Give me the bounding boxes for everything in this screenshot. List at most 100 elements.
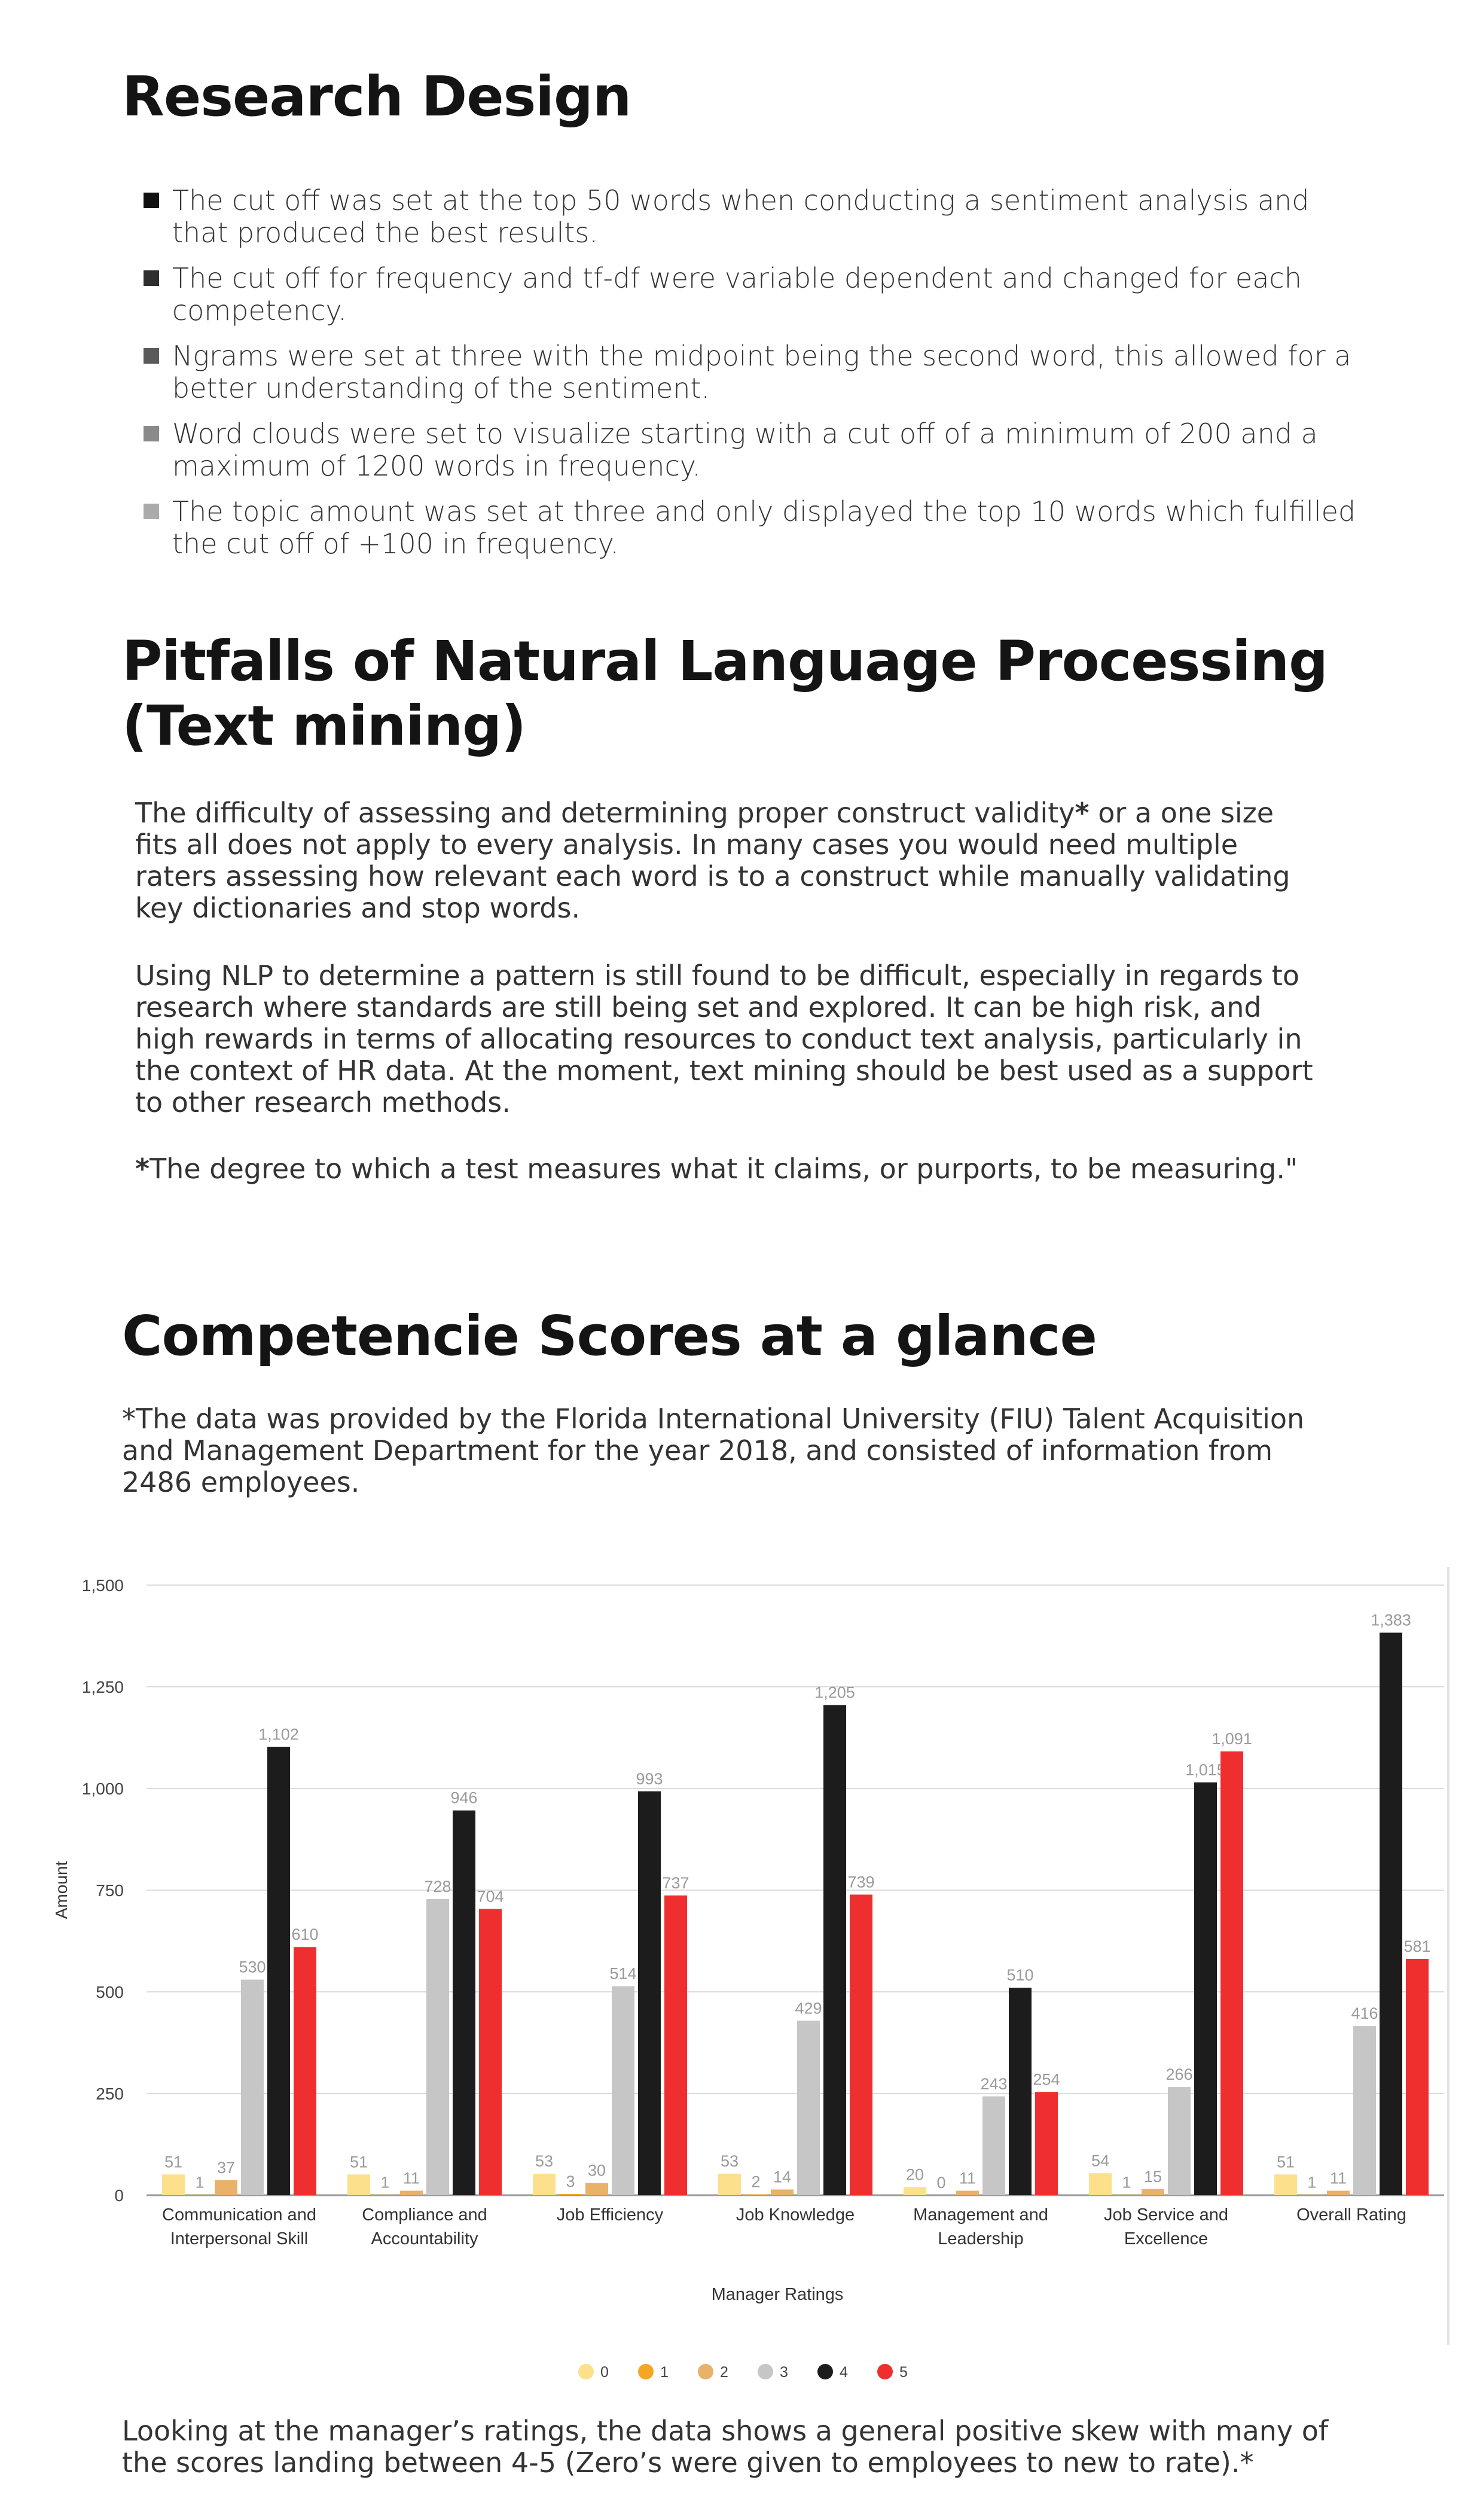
data-label: 243 — [980, 2075, 1007, 2093]
data-label: 728 — [424, 1878, 451, 1896]
bar — [1327, 2190, 1350, 2195]
legend-marker — [758, 2364, 773, 2379]
footnote-marker: * — [135, 1153, 150, 1185]
bar — [1194, 1782, 1217, 2195]
bullet-item: The topic amount was set at three and on… — [144, 495, 1363, 560]
y-tick-label: 1,500 — [82, 1576, 124, 1595]
x-tick-label: Compliance and — [362, 2205, 487, 2225]
pitfalls-heading: Pitfalls of Natural Language Processing … — [122, 629, 1328, 758]
bar — [453, 1810, 475, 2195]
data-label: 946 — [450, 1789, 477, 1807]
x-tick-label: Job Efficiency — [557, 2205, 664, 2225]
bar — [1168, 2087, 1191, 2195]
data-label: 30 — [588, 2162, 606, 2180]
paragraph-text: The difficulty of assessing and determin… — [135, 797, 1075, 829]
bar — [1406, 1958, 1429, 2195]
legend-marker — [877, 2364, 893, 2379]
bar — [1009, 1988, 1032, 2195]
data-label: 1,205 — [814, 1684, 855, 1702]
data-label: 11 — [1330, 2169, 1347, 2187]
bullet-text: The cut off was set at the top 50 words … — [172, 184, 1310, 249]
bar — [982, 2096, 1005, 2195]
bar — [1274, 2174, 1297, 2195]
bullet-text: The topic amount was set at three and on… — [172, 495, 1356, 560]
bullet-item: Word clouds were set to visualize starti… — [144, 418, 1363, 482]
y-axis-label: Amount — [52, 1861, 71, 1919]
square-bullet-icon — [144, 348, 159, 364]
data-label: 53 — [721, 2152, 739, 2170]
legend-marker — [638, 2364, 654, 2379]
data-label: 1 — [380, 2173, 389, 2191]
data-label: 737 — [662, 1874, 689, 1892]
x-axis-label: Manager Ratings — [712, 2285, 844, 2304]
y-tick-label: 500 — [96, 1983, 124, 2001]
data-label: 993 — [636, 1770, 663, 1788]
data-label: 530 — [239, 1958, 266, 1976]
data-label: 1,015 — [1185, 1761, 1226, 1779]
data-label: 51 — [1277, 2153, 1295, 2171]
data-label: 510 — [1006, 1966, 1033, 1984]
data-label: 37 — [217, 2159, 235, 2177]
data-label: 15 — [1144, 2168, 1162, 2186]
data-label: 11 — [403, 2169, 420, 2187]
bar — [904, 2187, 926, 2195]
y-tick-label: 750 — [96, 1881, 124, 1900]
data-label: 1,102 — [258, 1726, 299, 1744]
y-tick-label: 0 — [114, 2186, 124, 2205]
bar — [718, 2173, 741, 2195]
bar — [479, 1909, 502, 2195]
data-label: 1 — [1307, 2173, 1316, 2191]
x-tick-label: Interpersonal Skill — [170, 2229, 309, 2248]
data-label: 514 — [609, 1964, 636, 1982]
footnote-text: The degree to which a test measures what… — [149, 1153, 1298, 1185]
data-label: 54 — [1091, 2152, 1109, 2169]
bar — [426, 1899, 449, 2195]
research-design-heading: Research Design — [122, 65, 631, 129]
bullet-item: The cut off for frequency and tf-df were… — [144, 262, 1363, 327]
pitfalls-paragraph-1: The difficulty of assessing and determin… — [135, 797, 1319, 924]
legend-label: 2 — [720, 2364, 728, 2381]
data-label: 610 — [291, 1925, 318, 1943]
chart-summary: Looking at the manager’s ratings, the da… — [122, 2415, 1329, 2479]
data-label: 2 — [751, 2173, 760, 2191]
x-tick-label: Communication and — [162, 2205, 316, 2225]
data-label: 416 — [1351, 2004, 1378, 2022]
data-label: 1,091 — [1212, 1730, 1252, 1748]
data-label: 51 — [164, 2153, 182, 2171]
bar — [1035, 2092, 1058, 2195]
bar — [1380, 1632, 1402, 2195]
bar — [1142, 2189, 1164, 2195]
legend-label: 0 — [600, 2364, 609, 2381]
bar — [664, 1895, 687, 2195]
bar — [638, 1791, 661, 2195]
competency-bar-chart: 02505007501,0001,2501,500Amount511375301… — [52, 1576, 1444, 2381]
bar — [797, 2021, 820, 2195]
bar — [823, 1705, 846, 2195]
bullet-text: Ngrams were set at three with the midpoi… — [172, 340, 1351, 404]
data-label: 0 — [936, 2174, 945, 2192]
bar — [241, 1979, 264, 2195]
x-tick-label: Job Knowledge — [736, 2205, 855, 2225]
bullet-item: Ngrams were set at three with the midpoi… — [144, 340, 1363, 404]
y-tick-label: 1,250 — [82, 1678, 124, 1696]
legend-label: 4 — [840, 2364, 848, 2381]
data-label: 1 — [1122, 2173, 1131, 2191]
x-tick-label: Overall Rating — [1296, 2205, 1406, 2225]
data-label: 429 — [795, 1999, 822, 2017]
data-label: 266 — [1165, 2065, 1192, 2083]
bar — [533, 2173, 556, 2195]
bar — [612, 1986, 634, 2195]
data-label: 3 — [566, 2172, 575, 2190]
data-label: 51 — [350, 2153, 368, 2171]
x-tick-label: Excellence — [1124, 2229, 1208, 2248]
x-tick-label: Leadership — [938, 2229, 1024, 2248]
bar — [956, 2190, 979, 2195]
paragraph-text: or a one size fits all does not apply to… — [135, 797, 1290, 924]
bar — [267, 1747, 290, 2195]
competencies-heading: Competencie Scores at a glance — [122, 1304, 1097, 1368]
bar — [1353, 2026, 1376, 2195]
y-tick-label: 1,000 — [82, 1779, 124, 1798]
square-bullet-icon — [144, 426, 159, 441]
data-label: 53 — [535, 2152, 553, 2170]
legend-label: 5 — [899, 2364, 908, 2381]
